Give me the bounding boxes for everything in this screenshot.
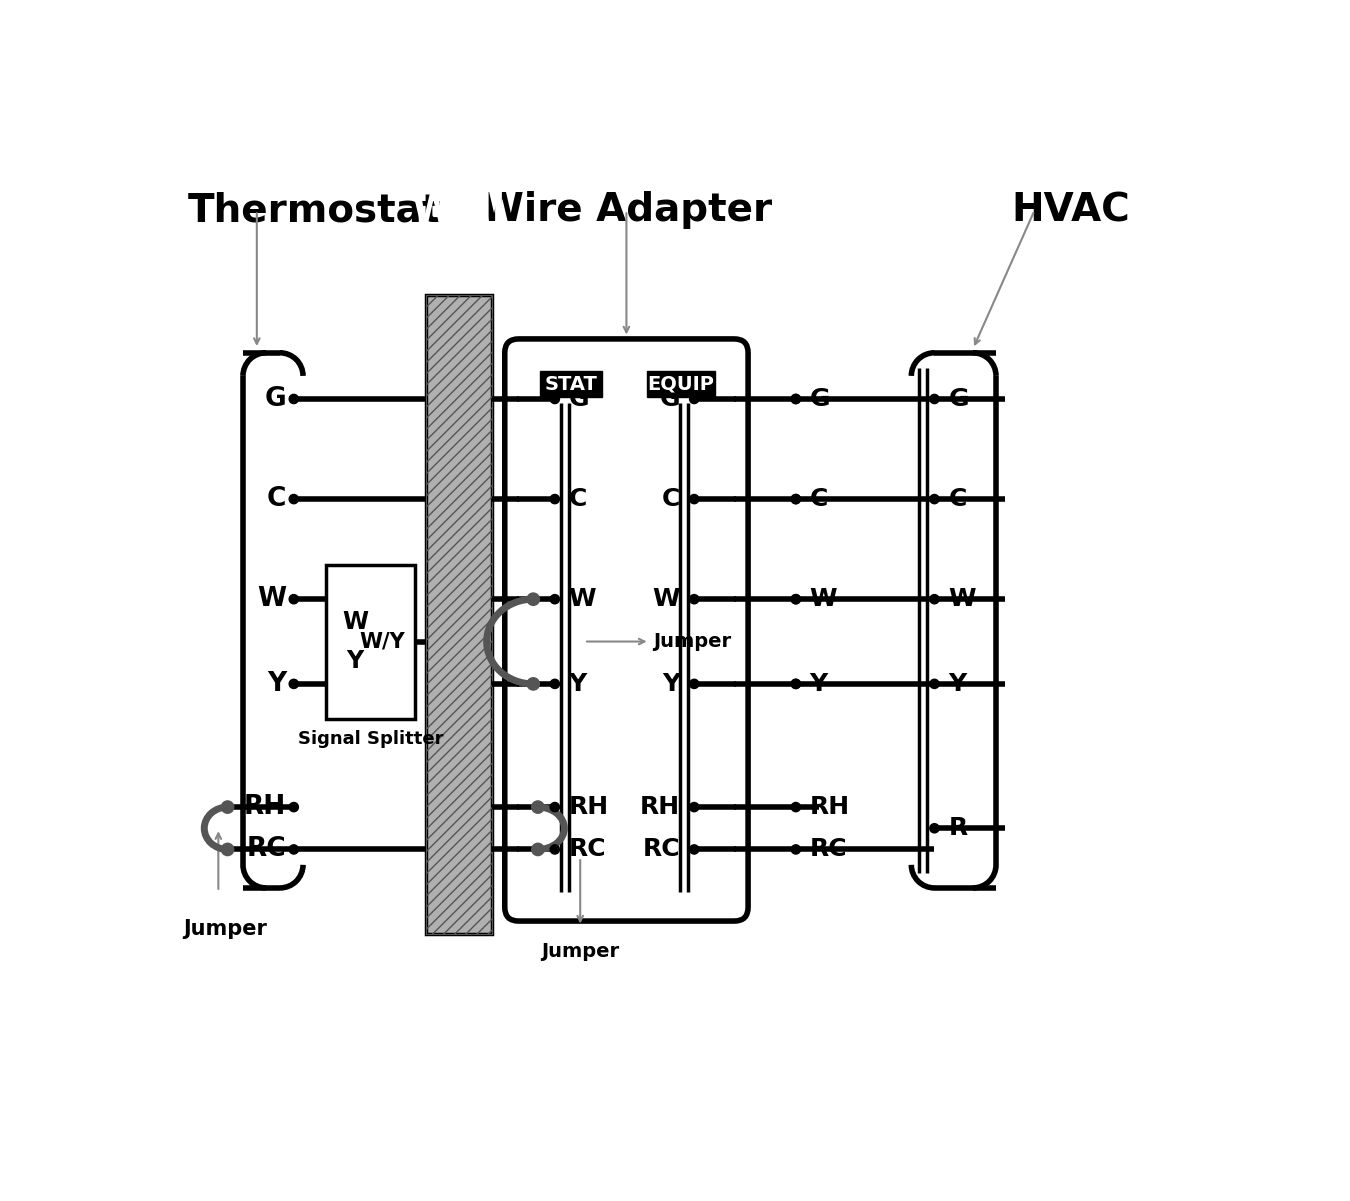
Circle shape xyxy=(690,802,699,812)
Circle shape xyxy=(289,594,298,604)
Circle shape xyxy=(551,495,559,503)
Text: W: W xyxy=(810,587,837,611)
Bar xyxy=(647,371,716,398)
Text: Y: Y xyxy=(347,649,363,673)
Text: Y: Y xyxy=(662,671,680,695)
Circle shape xyxy=(791,394,801,404)
Circle shape xyxy=(690,680,699,688)
FancyBboxPatch shape xyxy=(505,339,748,921)
Text: C: C xyxy=(568,488,587,512)
Text: C: C xyxy=(810,488,828,512)
Text: Jumper: Jumper xyxy=(184,919,267,939)
Circle shape xyxy=(532,843,544,855)
Circle shape xyxy=(221,843,234,855)
Text: G: G xyxy=(948,387,969,411)
Circle shape xyxy=(551,394,559,404)
Circle shape xyxy=(930,680,940,688)
Bar xyxy=(327,564,414,718)
Text: Jumper: Jumper xyxy=(653,632,732,651)
Text: HVAC: HVAC xyxy=(1011,191,1130,229)
Text: Jumper: Jumper xyxy=(541,942,620,961)
Bar xyxy=(540,371,602,398)
Circle shape xyxy=(791,594,801,604)
Text: G: G xyxy=(810,387,830,411)
Text: STAT: STAT xyxy=(544,375,598,394)
Text: W: W xyxy=(568,587,597,611)
Text: RC: RC xyxy=(568,837,606,861)
Text: C: C xyxy=(267,486,286,512)
Text: G: G xyxy=(265,386,286,412)
Circle shape xyxy=(791,680,801,688)
Text: W/Y: W/Y xyxy=(359,632,405,651)
Text: RC: RC xyxy=(810,837,848,861)
Circle shape xyxy=(551,802,559,812)
Circle shape xyxy=(690,394,699,404)
Text: W: W xyxy=(652,587,680,611)
Circle shape xyxy=(791,680,801,688)
Circle shape xyxy=(289,844,298,854)
Text: Y: Y xyxy=(810,671,828,695)
Text: RH: RH xyxy=(568,795,609,819)
Circle shape xyxy=(791,844,801,854)
Text: Y: Y xyxy=(568,671,587,695)
Bar xyxy=(427,295,491,934)
Circle shape xyxy=(791,394,801,404)
Text: G: G xyxy=(660,387,680,411)
Circle shape xyxy=(791,495,801,503)
Text: RH: RH xyxy=(244,794,286,820)
Circle shape xyxy=(221,801,234,813)
Circle shape xyxy=(791,495,801,503)
Circle shape xyxy=(289,495,298,503)
Bar xyxy=(427,295,491,934)
Text: G: G xyxy=(568,387,590,411)
Text: Y: Y xyxy=(948,671,967,695)
Circle shape xyxy=(551,844,559,854)
Text: Y: Y xyxy=(267,671,286,697)
Circle shape xyxy=(289,802,298,812)
Text: RC: RC xyxy=(643,837,680,861)
Text: W: W xyxy=(256,586,286,613)
Circle shape xyxy=(690,495,699,503)
Text: C: C xyxy=(948,488,967,512)
Text: RH: RH xyxy=(640,795,680,819)
Text: W: W xyxy=(342,610,369,634)
Circle shape xyxy=(791,594,801,604)
Text: Wire Adapter: Wire Adapter xyxy=(481,191,772,229)
Circle shape xyxy=(532,801,544,813)
Circle shape xyxy=(526,593,540,605)
Circle shape xyxy=(930,495,940,503)
Circle shape xyxy=(930,394,940,404)
Circle shape xyxy=(690,594,699,604)
Circle shape xyxy=(930,824,940,832)
Text: R: R xyxy=(948,817,968,841)
Text: RH: RH xyxy=(810,795,849,819)
Circle shape xyxy=(289,680,298,688)
Circle shape xyxy=(690,844,699,854)
Circle shape xyxy=(551,680,559,688)
Circle shape xyxy=(289,394,298,404)
Circle shape xyxy=(930,594,940,604)
Text: W: W xyxy=(948,587,976,611)
Circle shape xyxy=(526,677,540,691)
Text: Thermostat: Thermostat xyxy=(188,191,440,229)
Text: EQUIP: EQUIP xyxy=(648,375,714,394)
Text: C: C xyxy=(662,488,680,512)
Circle shape xyxy=(791,802,801,812)
Text: Signal Splitter: Signal Splitter xyxy=(297,730,443,748)
Circle shape xyxy=(551,594,559,604)
Text: Wall: Wall xyxy=(412,191,506,229)
Text: RC: RC xyxy=(247,836,286,862)
